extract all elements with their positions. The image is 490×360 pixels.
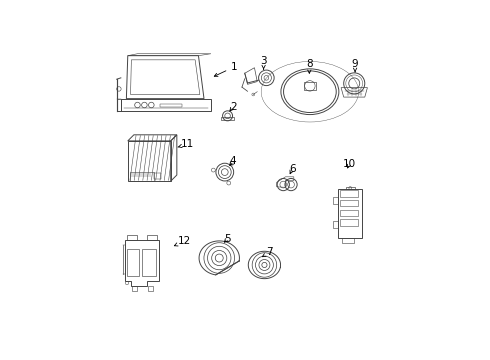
Text: 10: 10 [343,159,356,169]
Text: 1: 1 [214,62,238,76]
Bar [304,82,316,90]
Bar [130,172,153,181]
Text: 5: 5 [224,234,231,244]
Text: 7: 7 [263,247,272,257]
Bar [153,173,161,180]
Text: 4: 4 [230,156,236,166]
Bar [160,104,182,107]
Bar [341,200,358,206]
Text: 8: 8 [306,59,313,73]
Bar [341,210,358,216]
Text: 6: 6 [289,164,295,174]
Text: 2: 2 [230,102,236,112]
Bar [341,220,358,226]
Text: 3: 3 [260,56,267,69]
Text: 9: 9 [352,59,358,72]
Bar [142,249,156,276]
Bar [126,249,139,276]
Text: 11: 11 [178,139,194,149]
Text: 12: 12 [174,237,191,246]
Bar [341,190,358,197]
